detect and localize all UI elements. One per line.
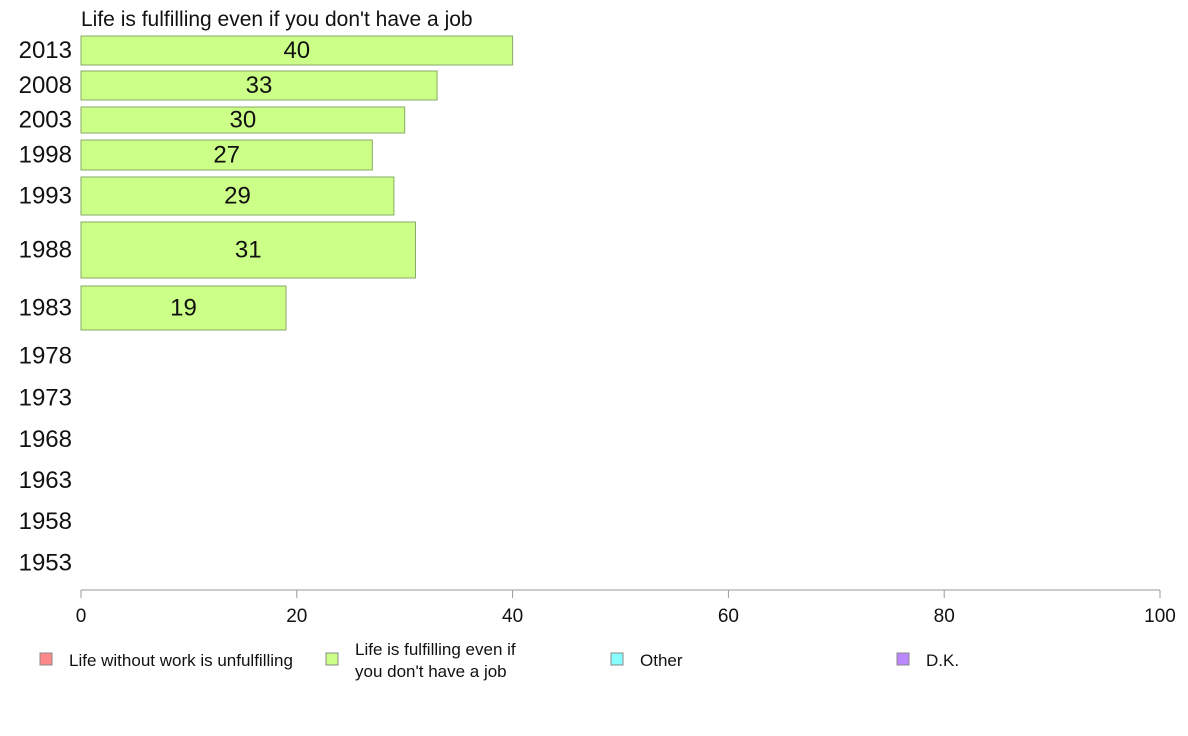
y-tick-label: 1968 xyxy=(19,426,72,453)
legend-swatch xyxy=(39,652,53,666)
bar xyxy=(80,176,395,216)
y-axis-labels: 2013 2008 2003 1998 1993 1988 1983 1978 1973 1968… xyxy=(19,37,72,577)
x-tick-label: 80 xyxy=(934,606,955,627)
bar xyxy=(80,106,406,134)
bar xyxy=(80,139,373,171)
legend-label: D.K. xyxy=(926,651,959,670)
x-tick-label: 0 xyxy=(76,606,87,627)
data-label: 40 xyxy=(283,37,310,64)
y-tick-label: 1998 xyxy=(19,142,72,169)
y-tick-label: 1963 xyxy=(19,467,72,494)
legend-swatch xyxy=(610,652,624,666)
chart-title: Life is fulfilling even if you don't hav… xyxy=(81,8,473,31)
legend-swatch xyxy=(896,652,910,666)
legend-label: Life is fulfilling even if you don't have… xyxy=(355,640,516,681)
y-tick-label: 1958 xyxy=(19,508,72,535)
y-tick-label: 1973 xyxy=(19,385,72,412)
y-tick-label: 1978 xyxy=(19,343,72,370)
bar xyxy=(80,221,416,279)
data-label: 27 xyxy=(213,142,240,169)
x-tick-label: 40 xyxy=(502,606,523,627)
y-tick-label: 2003 xyxy=(19,107,72,134)
x-tick-label: 60 xyxy=(718,606,739,627)
bar xyxy=(80,70,438,101)
bars-layer: 40 33 30 27 29 31 19 xyxy=(80,35,514,331)
y-tick-label: 1988 xyxy=(19,237,72,264)
legend: Life without work is unfulfilling Life is… xyxy=(39,640,959,681)
data-label: 33 xyxy=(246,72,273,99)
x-axis: 0 20 40 60 80 100 xyxy=(76,589,1176,627)
y-tick-label: 1953 xyxy=(19,550,72,577)
data-label: 19 xyxy=(170,295,197,322)
data-label: 30 xyxy=(229,107,256,134)
legend-label: Other xyxy=(640,651,683,670)
data-label: 29 xyxy=(224,183,251,210)
y-tick-label: 1983 xyxy=(19,295,72,322)
y-tick-label: 1993 xyxy=(19,183,72,210)
x-tick-label: 20 xyxy=(286,606,307,627)
y-tick-label: 2008 xyxy=(19,72,72,99)
y-tick-label: 2013 xyxy=(19,37,72,64)
bar xyxy=(80,35,514,66)
bar xyxy=(80,285,287,331)
legend-swatch xyxy=(325,652,339,666)
legend-label: Life without work is unfulfilling xyxy=(69,651,293,670)
data-label: 31 xyxy=(235,237,262,264)
x-tick-label: 100 xyxy=(1144,606,1176,627)
